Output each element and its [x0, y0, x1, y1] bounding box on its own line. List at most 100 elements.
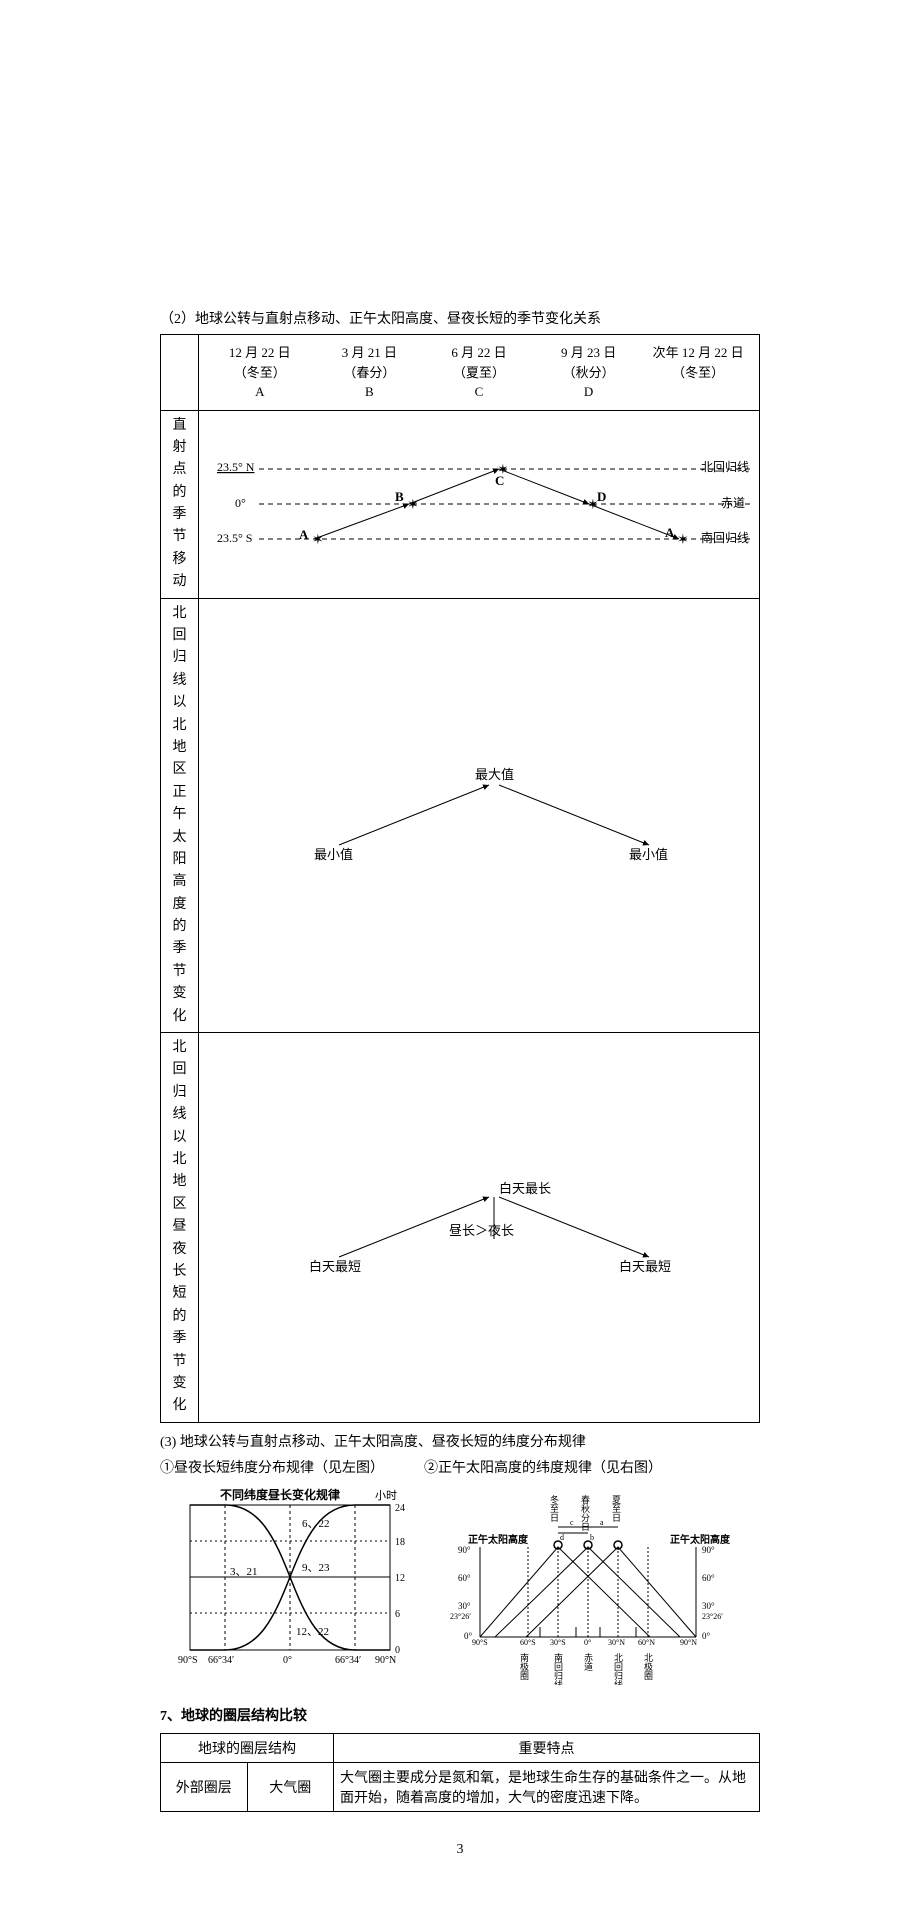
- svg-text:90°S: 90°S: [178, 1655, 198, 1666]
- svg-text:正午太阳高度: 正午太阳高度: [468, 1533, 529, 1546]
- svg-text:春秋分日: 春秋分日: [580, 1494, 590, 1531]
- svg-text:6、22: 6、22: [302, 1518, 330, 1530]
- svg-text:90°S: 90°S: [472, 1638, 488, 1647]
- svg-text:D: D: [597, 489, 606, 504]
- noon-altitude-latitude-chart: 冬至日 春秋分日 夏至日 a b c d 正午太阳高度 正午太阳高度: [430, 1485, 760, 1685]
- svg-text:90°: 90°: [458, 1545, 471, 1555]
- svg-text:30°N: 30°N: [608, 1638, 625, 1647]
- sub-note-1: ①昼夜长短纬度分布规律（见左图）: [160, 1457, 384, 1477]
- heading-7: 7、地球的圈层结构比较: [160, 1705, 760, 1725]
- svg-text:北回归线: 北回归线: [613, 1653, 623, 1685]
- date-col4-letter: D: [534, 382, 644, 402]
- svg-text:北极圈: 北极圈: [643, 1653, 653, 1681]
- section-3-heading: (3) 地球公转与直射点移动、正午太阳高度、昼夜长短的纬度分布规律: [160, 1431, 760, 1451]
- svg-text:30°S: 30°S: [550, 1638, 566, 1647]
- svg-text:赤道: 赤道: [583, 1653, 593, 1672]
- svg-text:90°N: 90°N: [375, 1655, 396, 1666]
- svg-text:66°34′: 66°34′: [208, 1655, 234, 1666]
- svg-text:白天最长: 白天最长: [499, 1181, 551, 1196]
- t7-header-left: 地球的圈层结构: [161, 1733, 334, 1762]
- date-col3-term: （夏至）: [424, 363, 534, 383]
- svg-text:0°: 0°: [235, 496, 246, 510]
- svg-text:最小值: 最小值: [314, 847, 353, 862]
- svg-text:23.5° S: 23.5° S: [217, 531, 252, 545]
- svg-text:b: b: [590, 1533, 594, 1542]
- date-col2-term: （春分）: [315, 363, 425, 383]
- svg-text:0°: 0°: [584, 1638, 591, 1647]
- noon-altitude-diagram: 最大值 最小值 最小值: [199, 765, 759, 865]
- date-col3-date: 6 月 22 日: [424, 343, 534, 363]
- svg-text:南回归线: 南回归线: [553, 1652, 563, 1685]
- svg-text:60°: 60°: [702, 1573, 715, 1583]
- t7-header-right: 重要特点: [334, 1733, 760, 1762]
- svg-text:B: B: [395, 489, 404, 504]
- t7-row1-desc: 大气圈主要成分是氮和氧，是地球生命生存的基础条件之一。从地面开始，随着高度的增加…: [334, 1762, 760, 1811]
- svg-text:3、21: 3、21: [230, 1566, 258, 1578]
- date-header-row: 12 月 22 日 （冬至） A 3 月 21 日 （春分） B 6 月 22 …: [205, 339, 753, 406]
- sphere-structure-table: 地球的圈层结构 重要特点 外部圈层 大气圈 大气圈主要成分是氮和氧，是地球生命生…: [160, 1733, 760, 1812]
- date-col5-date: 次年 12 月 22 日: [643, 343, 753, 363]
- svg-text:南极圈: 南极圈: [519, 1652, 529, 1681]
- svg-text:23.5° N: 23.5° N: [217, 460, 255, 474]
- svg-text:60°: 60°: [458, 1573, 471, 1583]
- svg-text:66°34′: 66°34′: [335, 1655, 361, 1666]
- date-col2-letter: B: [315, 382, 425, 402]
- svg-text:冬至日: 冬至日: [549, 1494, 559, 1522]
- svg-text:18: 18: [395, 1537, 405, 1548]
- svg-text:C: C: [495, 473, 504, 488]
- svg-text:60°S: 60°S: [520, 1638, 536, 1647]
- day-night-diagram: 白天最长 昼长＞夜长 白天最短 白天最短: [199, 1177, 759, 1277]
- svg-text:23°26′: 23°26′: [702, 1612, 723, 1621]
- svg-text:正午太阳高度: 正午太阳高度: [670, 1533, 731, 1546]
- svg-text:昼长＞夜长: 昼长＞夜长: [449, 1223, 514, 1238]
- svg-text:北回归线: 北回归线: [701, 460, 749, 474]
- svg-text:白天最短: 白天最短: [619, 1259, 671, 1274]
- row3-label: 北回归线以北地区昼夜长短的季节变化: [161, 1033, 199, 1423]
- svg-text:0°: 0°: [702, 1631, 711, 1641]
- date-col4-date: 9 月 23 日: [534, 343, 644, 363]
- svg-text:a: a: [600, 1518, 604, 1527]
- svg-text:12: 12: [395, 1573, 405, 1584]
- svg-text:小时: 小时: [375, 1489, 397, 1502]
- svg-text:白天最短: 白天最短: [309, 1259, 361, 1274]
- svg-text:最小值: 最小值: [629, 847, 668, 862]
- date-col5-term: （冬至）: [643, 363, 753, 383]
- svg-text:0°: 0°: [283, 1655, 292, 1666]
- svg-text:90°: 90°: [702, 1545, 715, 1555]
- svg-text:A: A: [299, 527, 309, 542]
- date-col2-date: 3 月 21 日: [315, 343, 425, 363]
- svg-text:24: 24: [395, 1503, 405, 1514]
- svg-text:✶: ✶: [407, 498, 419, 513]
- page-number: 3: [160, 1842, 760, 1858]
- svg-text:c: c: [570, 1518, 574, 1527]
- sub-note-2: ②正午太阳高度的纬度规律（见右图）: [424, 1457, 662, 1477]
- svg-text:不同纬度昼长变化规律: 不同纬度昼长变化规律: [220, 1487, 340, 1502]
- date-col1-date: 12 月 22 日: [205, 343, 315, 363]
- svg-text:30°: 30°: [458, 1601, 471, 1611]
- row1-label: 直射点的季节移动: [161, 410, 199, 598]
- t7-row1-cat: 外部圈层: [161, 1762, 248, 1811]
- row2-label: 北回归线以北地区正午太阳高度的季节变化: [161, 598, 199, 1032]
- svg-text:60°N: 60°N: [638, 1638, 655, 1647]
- seasonal-variation-table: 12 月 22 日 （冬至） A 3 月 21 日 （春分） B 6 月 22 …: [160, 334, 760, 1423]
- svg-text:23°26′: 23°26′: [450, 1612, 471, 1621]
- subsolar-point-diagram: 23.5° N 0° 23.5° S 北回归线 赤道 南回归线 ✶ ✶: [199, 449, 759, 559]
- svg-text:12、22: 12、22: [296, 1626, 329, 1638]
- date-col4-term: （秋分）: [534, 363, 644, 383]
- svg-text:最大值: 最大值: [475, 767, 514, 782]
- svg-text:90°N: 90°N: [680, 1638, 697, 1647]
- svg-text:6: 6: [395, 1609, 400, 1620]
- svg-text:赤道: 赤道: [721, 496, 745, 510]
- svg-text:✶: ✶: [312, 533, 324, 548]
- t7-row1-sub: 大气圈: [247, 1762, 334, 1811]
- svg-text:A: A: [665, 525, 675, 540]
- svg-text:d: d: [560, 1533, 564, 1542]
- date-col1-letter: A: [205, 382, 315, 402]
- svg-text:夏至日: 夏至日: [611, 1495, 621, 1522]
- svg-text:南回归线: 南回归线: [701, 530, 749, 545]
- date-col1-term: （冬至）: [205, 363, 315, 383]
- svg-text:9、23: 9、23: [302, 1562, 330, 1574]
- svg-text:✶: ✶: [677, 533, 689, 548]
- svg-text:30°: 30°: [702, 1601, 715, 1611]
- section-2-heading: （2）地球公转与直射点移动、正午太阳高度、昼夜长短的季节变化关系: [160, 308, 760, 328]
